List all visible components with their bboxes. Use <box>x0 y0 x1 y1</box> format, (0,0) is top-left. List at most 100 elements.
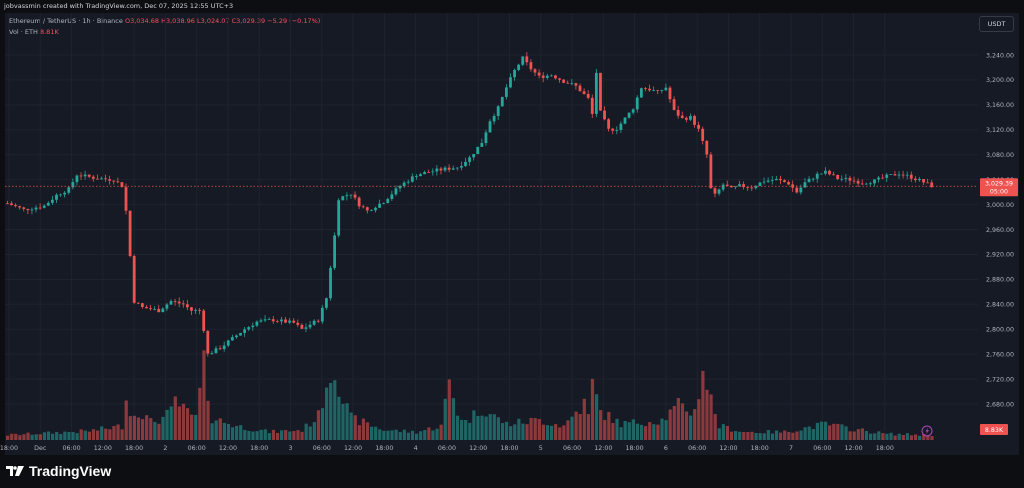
candle[interactable] <box>410 176 414 182</box>
candle[interactable] <box>787 182 790 185</box>
candle[interactable] <box>770 180 774 181</box>
candle[interactable] <box>746 187 750 188</box>
candle[interactable] <box>639 88 643 98</box>
candle[interactable] <box>627 112 631 118</box>
candle[interactable] <box>124 187 128 211</box>
candle[interactable] <box>930 182 934 188</box>
candle[interactable] <box>157 308 161 313</box>
candle[interactable] <box>537 72 541 76</box>
candle[interactable] <box>38 207 42 209</box>
candle[interactable] <box>533 69 537 73</box>
candle[interactable] <box>926 182 930 184</box>
candle[interactable] <box>885 174 889 178</box>
candle[interactable] <box>713 188 717 194</box>
candle[interactable] <box>132 256 136 303</box>
candle[interactable] <box>734 186 737 188</box>
volume-legend[interactable]: Vol · ETH 8.81K <box>9 28 59 36</box>
candle[interactable] <box>431 171 435 173</box>
candle[interactable] <box>198 309 202 311</box>
candle[interactable] <box>868 183 872 185</box>
candle[interactable] <box>226 340 230 346</box>
candle[interactable] <box>819 173 823 175</box>
candle[interactable] <box>263 319 267 321</box>
candle[interactable] <box>893 174 897 176</box>
candle[interactable] <box>63 192 67 195</box>
candle[interactable] <box>623 117 627 124</box>
candle[interactable] <box>67 187 71 193</box>
candle[interactable] <box>30 209 34 211</box>
candle[interactable] <box>459 165 463 168</box>
candle[interactable] <box>251 325 255 328</box>
candle[interactable] <box>590 97 594 114</box>
candle[interactable] <box>905 174 909 176</box>
candle[interactable] <box>415 176 418 177</box>
candle[interactable] <box>443 167 447 171</box>
candle[interactable] <box>889 174 893 175</box>
candle[interactable] <box>312 320 316 325</box>
candle[interactable] <box>349 194 353 196</box>
candle[interactable] <box>844 177 848 179</box>
candle[interactable] <box>222 345 226 350</box>
candle[interactable] <box>922 179 925 183</box>
candle[interactable] <box>779 178 782 181</box>
candle[interactable] <box>71 182 75 188</box>
candle[interactable] <box>423 172 426 175</box>
candle[interactable] <box>750 187 754 189</box>
candle[interactable] <box>635 97 639 110</box>
candle[interactable] <box>586 93 590 98</box>
candle[interactable] <box>525 56 529 63</box>
candle[interactable] <box>320 307 324 322</box>
candle[interactable] <box>210 353 214 355</box>
candle[interactable] <box>693 115 696 125</box>
candle[interactable] <box>472 154 476 158</box>
candle[interactable] <box>259 320 263 322</box>
candle[interactable] <box>83 174 87 177</box>
candle[interactable] <box>717 189 721 194</box>
candle[interactable] <box>435 168 439 172</box>
candle[interactable] <box>582 91 586 94</box>
candle[interactable] <box>660 90 664 92</box>
candle[interactable] <box>280 319 283 322</box>
candle[interactable] <box>676 109 680 116</box>
candle[interactable] <box>255 321 259 326</box>
currency-button[interactable]: USDT <box>979 16 1014 32</box>
candle[interactable] <box>173 301 177 302</box>
candle[interactable] <box>549 75 553 77</box>
candle[interactable] <box>10 203 13 206</box>
candle[interactable] <box>603 110 606 120</box>
candle[interactable] <box>439 168 443 171</box>
candle[interactable] <box>754 186 758 189</box>
candle[interactable] <box>455 167 459 169</box>
candle[interactable] <box>87 174 91 177</box>
candle[interactable] <box>476 146 480 155</box>
candle[interactable] <box>194 309 197 311</box>
candle[interactable] <box>762 181 766 183</box>
candle[interactable] <box>353 194 357 198</box>
candle[interactable] <box>361 206 365 208</box>
candle[interactable] <box>177 301 181 304</box>
candle[interactable] <box>856 180 860 184</box>
candle[interactable] <box>496 106 500 116</box>
candle[interactable] <box>247 327 251 330</box>
candle[interactable] <box>365 207 369 211</box>
candle[interactable] <box>357 197 361 207</box>
candle[interactable] <box>112 180 116 182</box>
candle[interactable] <box>631 109 635 113</box>
candle[interactable] <box>574 83 578 86</box>
candle[interactable] <box>46 202 50 206</box>
candle[interactable] <box>709 154 713 189</box>
candle[interactable] <box>840 178 844 180</box>
candle[interactable] <box>545 75 549 78</box>
candle[interactable] <box>447 167 451 170</box>
candle[interactable] <box>386 199 390 204</box>
candle[interactable] <box>558 78 561 80</box>
candle[interactable] <box>758 182 762 187</box>
candle[interactable] <box>672 99 676 110</box>
candle[interactable] <box>108 179 112 181</box>
candle[interactable] <box>729 185 733 188</box>
candle[interactable] <box>828 170 831 175</box>
candle[interactable] <box>214 348 218 354</box>
candle[interactable] <box>738 184 741 187</box>
candle[interactable] <box>488 121 492 133</box>
candle[interactable] <box>116 181 120 183</box>
